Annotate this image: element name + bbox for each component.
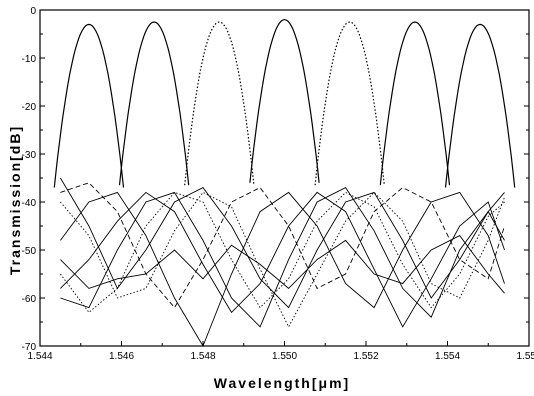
x-tick-label: 1.544 xyxy=(27,351,52,362)
y-tick-label: -20 xyxy=(22,102,37,113)
y-tick-label: -30 xyxy=(22,150,37,161)
axis-ticks: 1.544 1.546 1.548 1.550 1.552 1.554 1.556 0 -10 -… xyxy=(22,6,534,362)
passband-line-2 xyxy=(118,21,190,186)
y-tick-label: -50 xyxy=(22,246,37,257)
x-tick-label: 1.554 xyxy=(435,351,460,362)
x-tick-label: 1.546 xyxy=(109,351,134,362)
passband-line-6 xyxy=(379,21,451,186)
crosstalk-line-3 xyxy=(60,182,505,309)
x-tick-label: 1.552 xyxy=(353,351,378,362)
y-tick-label: -60 xyxy=(22,294,37,305)
crosstalk-line-1 xyxy=(60,177,505,309)
x-tick-label: 1.548 xyxy=(190,351,215,362)
plot-area xyxy=(53,18,516,348)
y-tick-label: -70 xyxy=(22,342,37,353)
crosstalk-line-6 xyxy=(60,191,505,328)
crosstalk-line-4 xyxy=(60,191,505,348)
crosstalk-line-7 xyxy=(60,191,505,328)
passband-line-7 xyxy=(444,23,516,188)
y-axis-title: Transmission[dB] xyxy=(7,125,23,275)
plot-frame xyxy=(39,9,530,347)
passband-line-5 xyxy=(314,21,385,186)
crosstalk-line-2 xyxy=(60,187,505,328)
x-tick-label: 1.550 xyxy=(272,351,297,362)
crosstalk-line-8 xyxy=(60,235,505,294)
passband-line-3 xyxy=(184,21,255,186)
y-tick-label: 0 xyxy=(30,6,36,17)
passband-line-1 xyxy=(53,23,125,188)
passband-line-4 xyxy=(249,18,320,183)
x-axis-title: Wavelength[μm] xyxy=(214,375,350,391)
y-tick-label: -10 xyxy=(22,54,37,65)
y-tick-label: -40 xyxy=(22,198,37,209)
crosstalk-line-5 xyxy=(60,191,505,314)
x-tick-label: 1.556 xyxy=(516,351,534,362)
